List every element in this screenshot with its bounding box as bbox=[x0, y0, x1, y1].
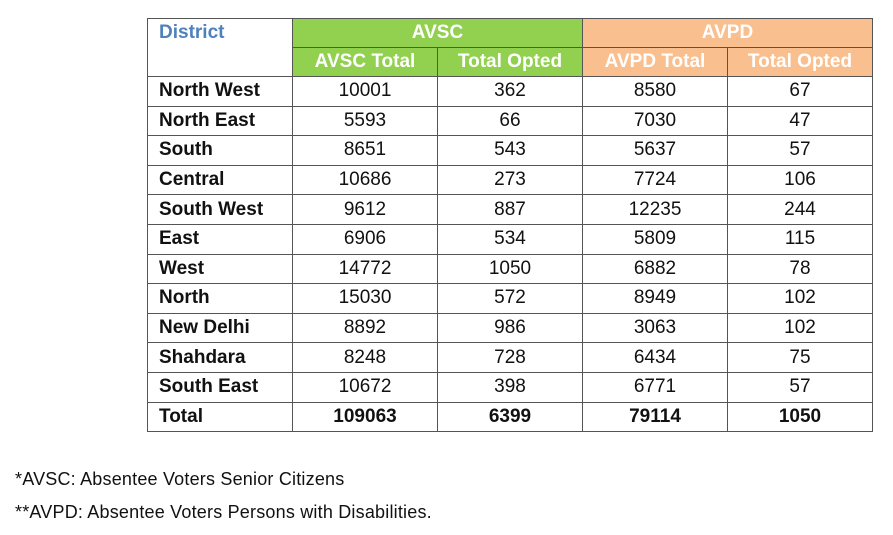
district-cell: South bbox=[147, 135, 293, 166]
value-cell: 534 bbox=[437, 223, 583, 255]
value-cell: 79114 bbox=[582, 401, 728, 433]
value-cell: 3063 bbox=[582, 312, 728, 344]
table-row: North West 10001 362 8580 67 bbox=[147, 76, 873, 107]
table-row: Shahdara 8248 728 6434 75 bbox=[147, 342, 873, 373]
value-cell: 115 bbox=[727, 223, 873, 255]
value-cell: 6906 bbox=[292, 223, 438, 255]
table-row: East 6906 534 5809 115 bbox=[147, 223, 873, 255]
value-cell: 7030 bbox=[582, 105, 728, 137]
value-cell: 244 bbox=[727, 194, 873, 225]
data-table: District AVSC AVPD AVSC Total Total Opte… bbox=[147, 18, 873, 433]
value-cell: 15030 bbox=[292, 283, 438, 314]
value-cell: 362 bbox=[437, 76, 583, 107]
table-row: South 8651 543 5637 57 bbox=[147, 135, 873, 166]
value-cell: 10686 bbox=[292, 164, 438, 196]
value-cell: 10672 bbox=[292, 371, 438, 403]
table-row: South East 10672 398 6771 57 bbox=[147, 371, 873, 403]
value-cell: 543 bbox=[437, 135, 583, 166]
value-cell: 1050 bbox=[437, 253, 583, 285]
group-header: AVSC bbox=[292, 18, 583, 48]
district-cell: Shahdara bbox=[147, 342, 293, 373]
district-cell: Central bbox=[147, 164, 293, 196]
value-cell: 398 bbox=[437, 371, 583, 403]
district-cell: North bbox=[147, 283, 293, 314]
table-row: North East 5593 66 7030 47 bbox=[147, 105, 873, 137]
value-cell: 5593 bbox=[292, 105, 438, 137]
value-cell: 8580 bbox=[582, 76, 728, 107]
value-cell: 66 bbox=[437, 105, 583, 137]
value-cell: 57 bbox=[727, 371, 873, 403]
value-cell: 10001 bbox=[292, 76, 438, 107]
header-cell: District bbox=[147, 18, 293, 77]
value-cell: 5809 bbox=[582, 223, 728, 255]
district-cell: West bbox=[147, 253, 293, 285]
value-cell: 6882 bbox=[582, 253, 728, 285]
district-cell: New Delhi bbox=[147, 312, 293, 344]
value-cell: 728 bbox=[437, 342, 583, 373]
district-cell: East bbox=[147, 223, 293, 255]
value-cell: 5637 bbox=[582, 135, 728, 166]
footnote: **AVPD: Absentee Voters Persons with Dis… bbox=[15, 502, 432, 522]
table-row: West 14772 1050 6882 78 bbox=[147, 253, 873, 285]
value-cell: 8892 bbox=[292, 312, 438, 344]
table-row: South West 9612 887 12235 244 bbox=[147, 194, 873, 225]
table-row: Central 10686 273 7724 106 bbox=[147, 164, 873, 196]
sub-header: AVSC Total bbox=[292, 47, 438, 77]
value-cell: 78 bbox=[727, 253, 873, 285]
value-cell: 273 bbox=[437, 164, 583, 196]
value-cell: 12235 bbox=[582, 194, 728, 225]
value-cell: 47 bbox=[727, 105, 873, 137]
district-cell: North West bbox=[147, 76, 293, 107]
value-cell: 67 bbox=[727, 76, 873, 107]
value-cell: 57 bbox=[727, 135, 873, 166]
value-cell: 8651 bbox=[292, 135, 438, 166]
value-cell: 9612 bbox=[292, 194, 438, 225]
sub-header: Total Opted bbox=[437, 47, 583, 77]
sub-header: AVPD Total bbox=[582, 47, 728, 77]
value-cell: 6399 bbox=[437, 401, 583, 433]
table-row: New Delhi 8892 986 3063 102 bbox=[147, 312, 873, 344]
value-cell: 572 bbox=[437, 283, 583, 314]
value-cell: 14772 bbox=[292, 253, 438, 285]
value-cell: 6771 bbox=[582, 371, 728, 403]
value-cell: 8949 bbox=[582, 283, 728, 314]
value-cell: 106 bbox=[727, 164, 873, 196]
value-cell: 102 bbox=[727, 312, 873, 344]
value-cell: 887 bbox=[437, 194, 583, 225]
value-cell: 109063 bbox=[292, 401, 438, 433]
sub-header: Total Opted bbox=[727, 47, 873, 77]
district-cell: North East bbox=[147, 105, 293, 137]
table-row: North 15030 572 8949 102 bbox=[147, 283, 873, 314]
value-cell: 1050 bbox=[727, 401, 873, 433]
value-cell: 986 bbox=[437, 312, 583, 344]
value-cell: 6434 bbox=[582, 342, 728, 373]
value-cell: 102 bbox=[727, 283, 873, 314]
value-cell: 8248 bbox=[292, 342, 438, 373]
district-cell: South East bbox=[147, 371, 293, 403]
group-header: AVPD bbox=[582, 18, 873, 48]
district-cell: South West bbox=[147, 194, 293, 225]
value-cell: 75 bbox=[727, 342, 873, 373]
district-cell: Total bbox=[147, 401, 293, 433]
value-cell: 7724 bbox=[582, 164, 728, 196]
table-row: Total 109063 6399 79114 1050 bbox=[147, 401, 873, 433]
footnote: *AVSC: Absentee Voters Senior Citizens bbox=[15, 469, 345, 489]
